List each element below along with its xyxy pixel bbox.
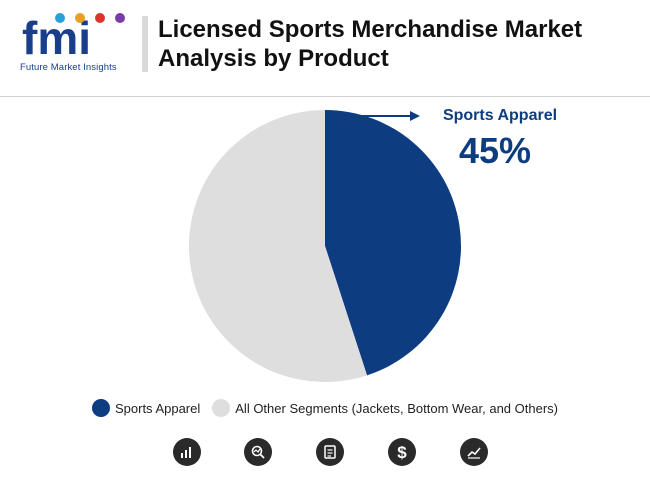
- footer-icons: $: [0, 438, 650, 468]
- legend: Sports Apparel All Other Segments (Jacke…: [0, 397, 650, 419]
- logo-dot-icon: [115, 13, 125, 23]
- magnifier-chart-icon: [244, 438, 272, 466]
- legend-item-other-segments: All Other Segments (Jackets, Bottom Wear…: [212, 399, 558, 417]
- bar-chart-icon: [173, 438, 201, 466]
- logo-subtitle: Future Market Insights: [20, 62, 117, 73]
- fmi-logo-mark: fmi: [22, 12, 125, 64]
- page-title: Licensed Sports Merchandise Market Analy…: [158, 16, 583, 72]
- legend-label: All Other Segments (Jackets, Bottom Wear…: [235, 400, 558, 416]
- document-icon: [316, 438, 344, 466]
- pie-slices: [188, 110, 461, 382]
- pie-slice-0: [325, 110, 461, 376]
- title-divider: [142, 16, 148, 72]
- callout-arrow-icon: [410, 111, 420, 121]
- logo-dot-icon: [55, 13, 65, 23]
- pie-slice-1: [188, 110, 368, 382]
- legend-swatch: [212, 399, 231, 417]
- pie-chart: [188, 110, 461, 382]
- header-rule: [0, 96, 650, 97]
- legend-item-sports-apparel: Sports Apparel: [91, 399, 201, 417]
- legend-swatch: [91, 399, 110, 417]
- header: fmi Future Market Insights Licensed Spor…: [0, 0, 650, 92]
- logo-dot-icon: [75, 13, 85, 23]
- logo-dot-icon: [95, 13, 105, 23]
- legend-label: Sports Apparel: [114, 400, 201, 416]
- dollar-icon: $: [388, 438, 416, 466]
- callout-label: Sports Apparel: [442, 107, 558, 124]
- line-chart-icon: [460, 438, 488, 466]
- fmi-logo: fmi Future Market Insights: [20, 10, 138, 80]
- callout-value: 45%: [458, 130, 532, 171]
- svg-text:$: $: [397, 443, 407, 461]
